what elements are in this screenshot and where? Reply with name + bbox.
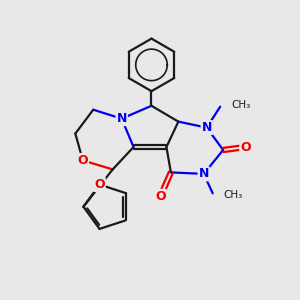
Text: CH₃: CH₃ bbox=[232, 100, 251, 110]
Text: N: N bbox=[202, 121, 212, 134]
Text: CH₃: CH₃ bbox=[223, 190, 242, 200]
Text: O: O bbox=[155, 190, 166, 203]
Text: N: N bbox=[116, 112, 127, 125]
Text: O: O bbox=[94, 178, 105, 191]
Text: O: O bbox=[77, 154, 88, 167]
Text: O: O bbox=[240, 140, 251, 154]
Text: N: N bbox=[199, 167, 209, 180]
